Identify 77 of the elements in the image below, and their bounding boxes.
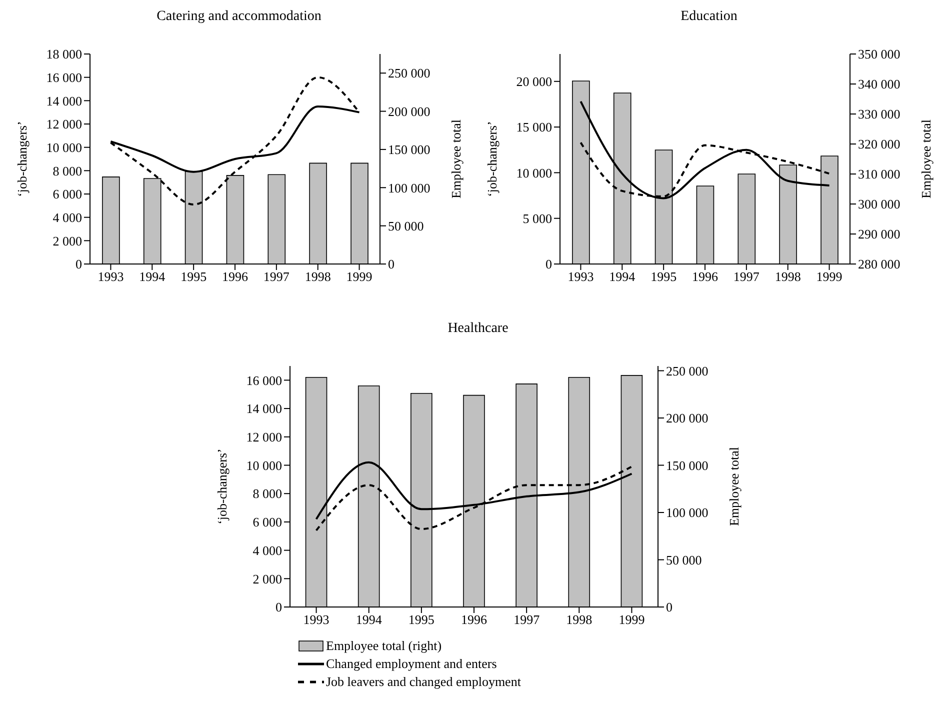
y2-tick-label: 150 000 [666,458,708,473]
y-tick-label: 6 000 [252,514,282,530]
x-tick-label: 1999 [816,269,842,284]
y2-tick-label: 250 000 [666,363,708,378]
y-tick-label: 16 000 [246,372,282,388]
y2-tick-label: 300 000 [858,196,900,212]
y2-tick-label: 200 000 [388,104,430,119]
y2-tick-label: 250 000 [388,66,430,81]
x-tick-label: 1996 [692,269,718,284]
y2-axis-title: Employee total [448,119,464,199]
y2-tick-label: 100 000 [666,505,708,520]
y2-tick-label: 200 000 [666,410,708,426]
y-tick-label: 10 000 [246,458,282,473]
y-tick-label: 16 000 [46,70,82,85]
x-tick-label: 1998 [566,612,592,628]
x-tick-label: 1995 [650,269,677,284]
x-tick-label: 1999 [618,612,645,628]
y2-tick-label: 310 000 [858,166,900,182]
y2-tick-label: 350 000 [858,46,900,62]
x-tick-label: 1994 [609,269,636,284]
x-tick-label: 1996 [461,612,488,628]
y-axis-title: ‘job-changers’ [14,121,30,197]
chart-title: Healthcare [446,320,510,338]
x-tick-label: 1993 [303,612,330,628]
y2-axis-title: Employee total [726,446,742,526]
y2-tick-label: 340 000 [858,76,900,92]
y-tick-label: 14 000 [46,93,82,108]
y-tick-label: 0 [76,256,82,272]
chart-title: Catering and accommodation [156,8,322,26]
y-tick-label: 8 000 [52,163,82,178]
y-axis-title: ‘job-changers’ [214,448,230,524]
x-tick-label: 1999 [346,269,372,284]
legend-label: Employee total (right) [326,638,442,654]
y2-tick-label: 50 000 [666,552,702,568]
y-tick-label: 15 000 [516,120,552,135]
y2-tick-label: 150 000 [388,142,430,158]
y-tick-label: 0 [546,256,552,272]
y2-tick-label: 50 000 [388,218,424,234]
x-tick-label: 1996 [222,269,248,284]
x-tick-label: 1993 [568,269,594,284]
y-tick-label: 2 000 [252,571,282,586]
y-tick-label: 4 000 [252,542,282,558]
y-tick-label: 18 000 [46,46,82,62]
x-tick-label: 1994 [356,612,382,628]
y-tick-label: 6 000 [52,186,82,202]
y2-tick-label: 280 000 [858,256,900,272]
y2-axis-title: Employee total [918,119,934,199]
y-tick-label: 14 000 [246,401,282,416]
y2-tick-label: 0 [388,256,394,272]
y-axis-title: ‘job-changers’ [484,121,500,197]
y-tick-label: 10 000 [516,165,552,180]
y-tick-label: 2 000 [52,233,82,248]
legend-label: Job leavers and changed employment [326,674,521,690]
x-tick-label: 1995 [180,269,207,284]
x-tick-label: 1998 [774,269,801,284]
x-tick-label: 1995 [408,612,434,628]
y-tick-label: 5 000 [522,210,552,226]
y-tick-label: 10 000 [46,140,82,155]
y-tick-label: 12 000 [46,116,82,132]
y-tick-label: 0 [276,600,282,615]
y2-tick-label: 0 [666,600,672,615]
y2-tick-label: 100 000 [388,180,430,196]
x-tick-label: 1997 [514,612,540,628]
y-tick-label: 8 000 [252,486,282,502]
legend-label: Changed employment and enters [326,656,497,672]
x-tick-label: 1997 [263,269,290,284]
y2-tick-label: 320 000 [858,136,900,152]
x-tick-label: 1993 [98,269,124,284]
y2-tick-label: 290 000 [858,226,900,242]
y-tick-label: 20 000 [516,74,552,90]
x-tick-label: 1997 [733,269,760,284]
x-tick-label: 1998 [304,269,331,284]
y-tick-label: 12 000 [246,429,282,444]
chart-title: Education [680,8,738,26]
y-tick-label: 4 000 [52,210,82,225]
y2-tick-label: 330 000 [858,106,900,122]
x-tick-label: 1994 [139,269,166,284]
